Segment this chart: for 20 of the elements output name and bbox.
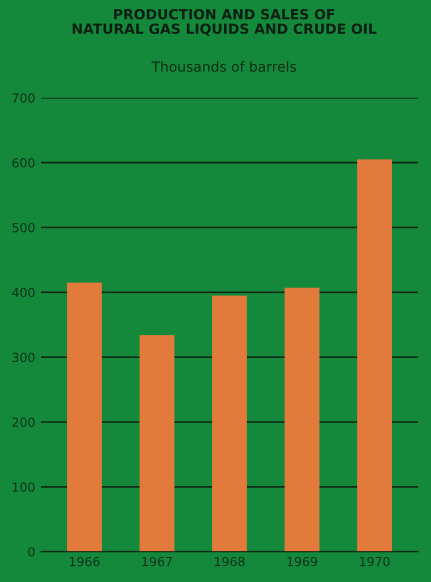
x-tick-label: 1969 <box>288 556 318 566</box>
x-tick-label: 1970 <box>360 556 390 566</box>
chart-title: PRODUCTION AND SALES OF NATURAL GAS LIQUIDS AND CRUDE OIL <box>72 8 376 36</box>
x-tick-label: 1967 <box>142 556 172 566</box>
y-tick-label: 700 <box>12 93 35 103</box>
y-tick-label: 400 <box>12 288 35 298</box>
y-tick-label: 300 <box>12 352 35 362</box>
bar <box>284 288 320 552</box>
bar <box>357 159 392 552</box>
bar <box>67 282 102 552</box>
y-tick-label: 100 <box>12 482 35 492</box>
y-tick-label: 0 <box>28 547 35 557</box>
x-tick-label: 1966 <box>70 556 100 566</box>
y-tick-label: 200 <box>12 418 35 427</box>
bar <box>140 335 174 552</box>
x-tick-label: 1968 <box>214 556 245 566</box>
chart-subtitle: Thousands of barrels <box>151 61 296 72</box>
bar <box>212 296 247 552</box>
y-tick-label: 500 <box>12 222 35 232</box>
y-tick-label: 600 <box>12 158 35 168</box>
